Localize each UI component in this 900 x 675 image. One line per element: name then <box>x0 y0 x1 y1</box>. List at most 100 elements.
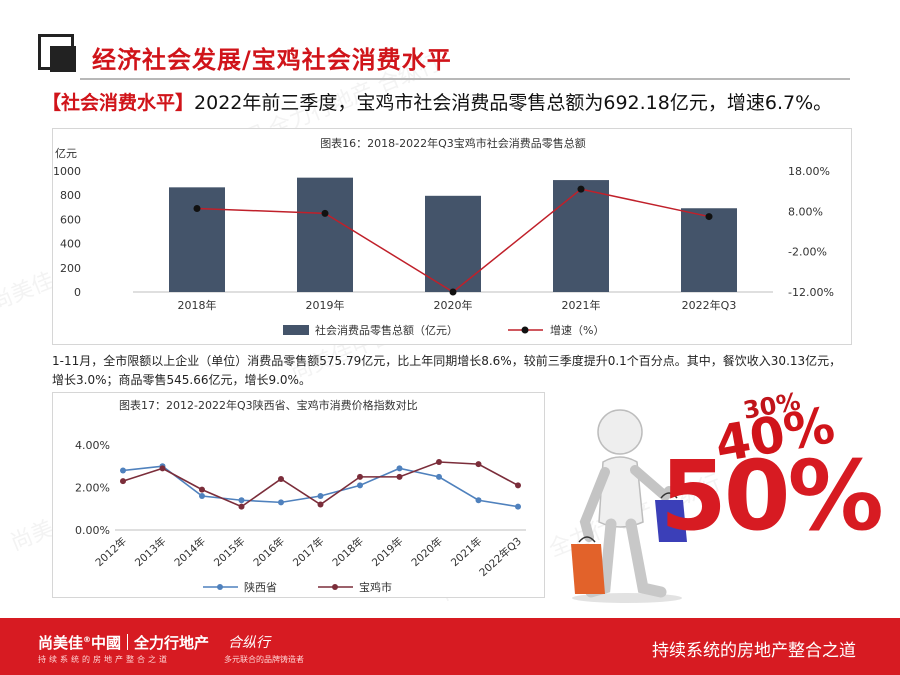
figure-arm-left <box>579 467 610 542</box>
point-baoji <box>238 503 245 510</box>
point-baoji <box>396 473 403 480</box>
y-tick-label: 0 <box>74 286 81 299</box>
point-growth-rate <box>577 185 585 193</box>
legend-marker-growth-rate <box>521 326 529 334</box>
point-shaanxi <box>475 497 482 504</box>
headline-tag: 【社会消费水平】 <box>42 92 195 114</box>
x-tick-label: 2021年 <box>562 298 601 312</box>
point-baoji <box>475 461 482 468</box>
footer-brand-subtitle: 持续系统的房地产整合之道 <box>38 655 170 664</box>
point-baoji <box>159 465 166 472</box>
footer-brand-mark: ® <box>83 635 92 644</box>
point-baoji <box>515 482 521 489</box>
legend-swatch-retail-sales <box>283 325 309 335</box>
point-growth-rate <box>705 213 713 221</box>
point-shaanxi <box>120 467 126 474</box>
note-paragraph: 1-11月，全市限额以上企业（单位）消费品零售额575.79亿元，比上年同期增长… <box>52 354 842 387</box>
bar-retail-sales <box>297 177 353 292</box>
footer-brand-tagline: 全力行地产 <box>134 634 210 652</box>
page-title: 经济社会发展/宝鸡社会消费水平 <box>92 46 452 74</box>
legend-marker-shaanxi <box>217 584 223 590</box>
y2-tick-label: -2.00% <box>788 246 827 259</box>
footer-brand-name: 尚美佳 <box>38 634 84 652</box>
legend-label-growth-rate: 增速（%） <box>550 323 604 337</box>
chart-cpi-compare: 图表17：2012-2022年Q3陕西省、宝鸡市消费价格指数对比 0.00% 2.0… <box>52 392 545 598</box>
footer-bar: 尚美佳®中國 全力行地产 持续系统的房地产整合之道 合纵行 多元联合的品牌铸造者 … <box>0 618 900 675</box>
point-shaanxi <box>396 465 403 472</box>
point-baoji <box>357 473 363 480</box>
x-tick-label: 2016年 <box>251 535 287 570</box>
bar-retail-sales <box>681 208 737 292</box>
chart-title: 图表17：2012-2022年Q3陕西省、宝鸡市消费价格指数对比 <box>119 398 418 412</box>
point-baoji <box>120 478 126 485</box>
y2-tick-label: 8.00% <box>788 205 823 218</box>
y-tick-label: 1000 <box>53 165 81 178</box>
x-tick-label: 2013年 <box>132 535 168 570</box>
point-growth-rate <box>193 205 201 213</box>
bar-retail-sales <box>169 187 225 292</box>
y-tick-label: 200 <box>60 262 81 275</box>
x-tick-label: 2021年 <box>448 535 484 570</box>
x-tick-label: 2015年 <box>211 535 247 570</box>
chart-cpi-compare-svg: 图表17：2012-2022年Q3陕西省、宝鸡市消费价格指数对比 0.00% 2.0… <box>75 398 526 594</box>
y2-tick-label: -12.00% <box>788 286 834 299</box>
point-growth-rate <box>321 209 329 217</box>
y-tick-label: 400 <box>60 238 81 251</box>
chart-retail-sales: 图表16：2018-2022年Q3宝鸡市社会消费品零售总额亿元 0 200 400 60… <box>52 128 852 345</box>
shopping-bag-blue <box>655 500 687 542</box>
point-shaanxi <box>278 499 284 506</box>
point-shaanxi <box>436 473 442 480</box>
point-growth-rate <box>449 288 457 296</box>
x-tick-label: 2018年 <box>178 298 217 312</box>
point-baoji <box>199 486 205 493</box>
header-divider <box>80 78 850 80</box>
x-tick-label: 2018年 <box>330 535 366 570</box>
x-tick-label: 2019年 <box>306 298 345 312</box>
y-tick-label: 800 <box>60 189 81 202</box>
x-tick-label: 2017年 <box>290 535 326 570</box>
stick-figure-illustration <box>571 409 687 603</box>
point-baoji <box>278 476 284 482</box>
shopping-bag-orange <box>571 544 605 594</box>
headline-text: 2022年前三季度，宝鸡市社会消费品零售总额为692.18亿元，增速6.7%。 <box>194 92 833 114</box>
legend-marker-baoji <box>332 584 338 590</box>
point-shaanxi <box>238 497 245 504</box>
x-tick-label: 2022年Q3 <box>477 535 524 580</box>
legend-label-retail-sales: 社会消费品零售总额（亿元） <box>315 323 458 337</box>
footer-separator <box>127 634 129 650</box>
point-baoji <box>317 501 324 508</box>
y-tick-label: 0.00% <box>75 524 110 537</box>
line-baoji <box>122 461 519 508</box>
y-tick-label: 4.00% <box>75 439 110 452</box>
headline: 【社会消费水平】2022年前三季度，宝鸡市社会消费品零售总额为692.18亿元，… <box>42 88 832 115</box>
y-tick-label: 600 <box>60 213 81 226</box>
figure-leg-right <box>625 518 667 598</box>
footer-brand-primary: 尚美佳®中國 全力行地产 <box>38 632 209 653</box>
x-tick-label: 2020年 <box>409 535 445 570</box>
x-tick-label: 2014年 <box>172 535 208 570</box>
line-shaanxi <box>122 465 519 508</box>
legend-label-baoji: 宝鸡市 <box>359 580 392 594</box>
percent-50: 50% <box>660 440 884 552</box>
y-tick-label: 2.00% <box>75 482 110 495</box>
x-tick-label: 2020年 <box>434 298 473 312</box>
bar-retail-sales <box>425 195 481 292</box>
footer-brand-secondary: 合纵行 <box>228 635 270 651</box>
header-logo-square-fill <box>50 46 76 72</box>
footer-brand-secondary-subtitle: 多元联合的品牌铸造者 <box>224 655 304 664</box>
legend-label-shaanxi: 陕西省 <box>244 580 277 594</box>
point-shaanxi <box>199 493 205 499</box>
y2-tick-label: 18.00% <box>788 165 830 178</box>
x-tick-label: 2019年 <box>369 535 405 570</box>
point-baoji <box>436 459 442 465</box>
x-tick-label: 2012年 <box>93 535 129 570</box>
point-shaanxi <box>515 503 521 510</box>
discount-illustration: 30% 40% 50% <box>565 387 884 604</box>
y-axis-label: 亿元 <box>55 147 77 160</box>
bar-retail-sales <box>553 180 609 292</box>
chart-title: 图表16：2018-2022年Q3宝鸡市社会消费品零售总额 <box>320 136 586 150</box>
point-shaanxi <box>317 493 324 499</box>
footer-brand-suffix: 中國 <box>91 634 122 652</box>
